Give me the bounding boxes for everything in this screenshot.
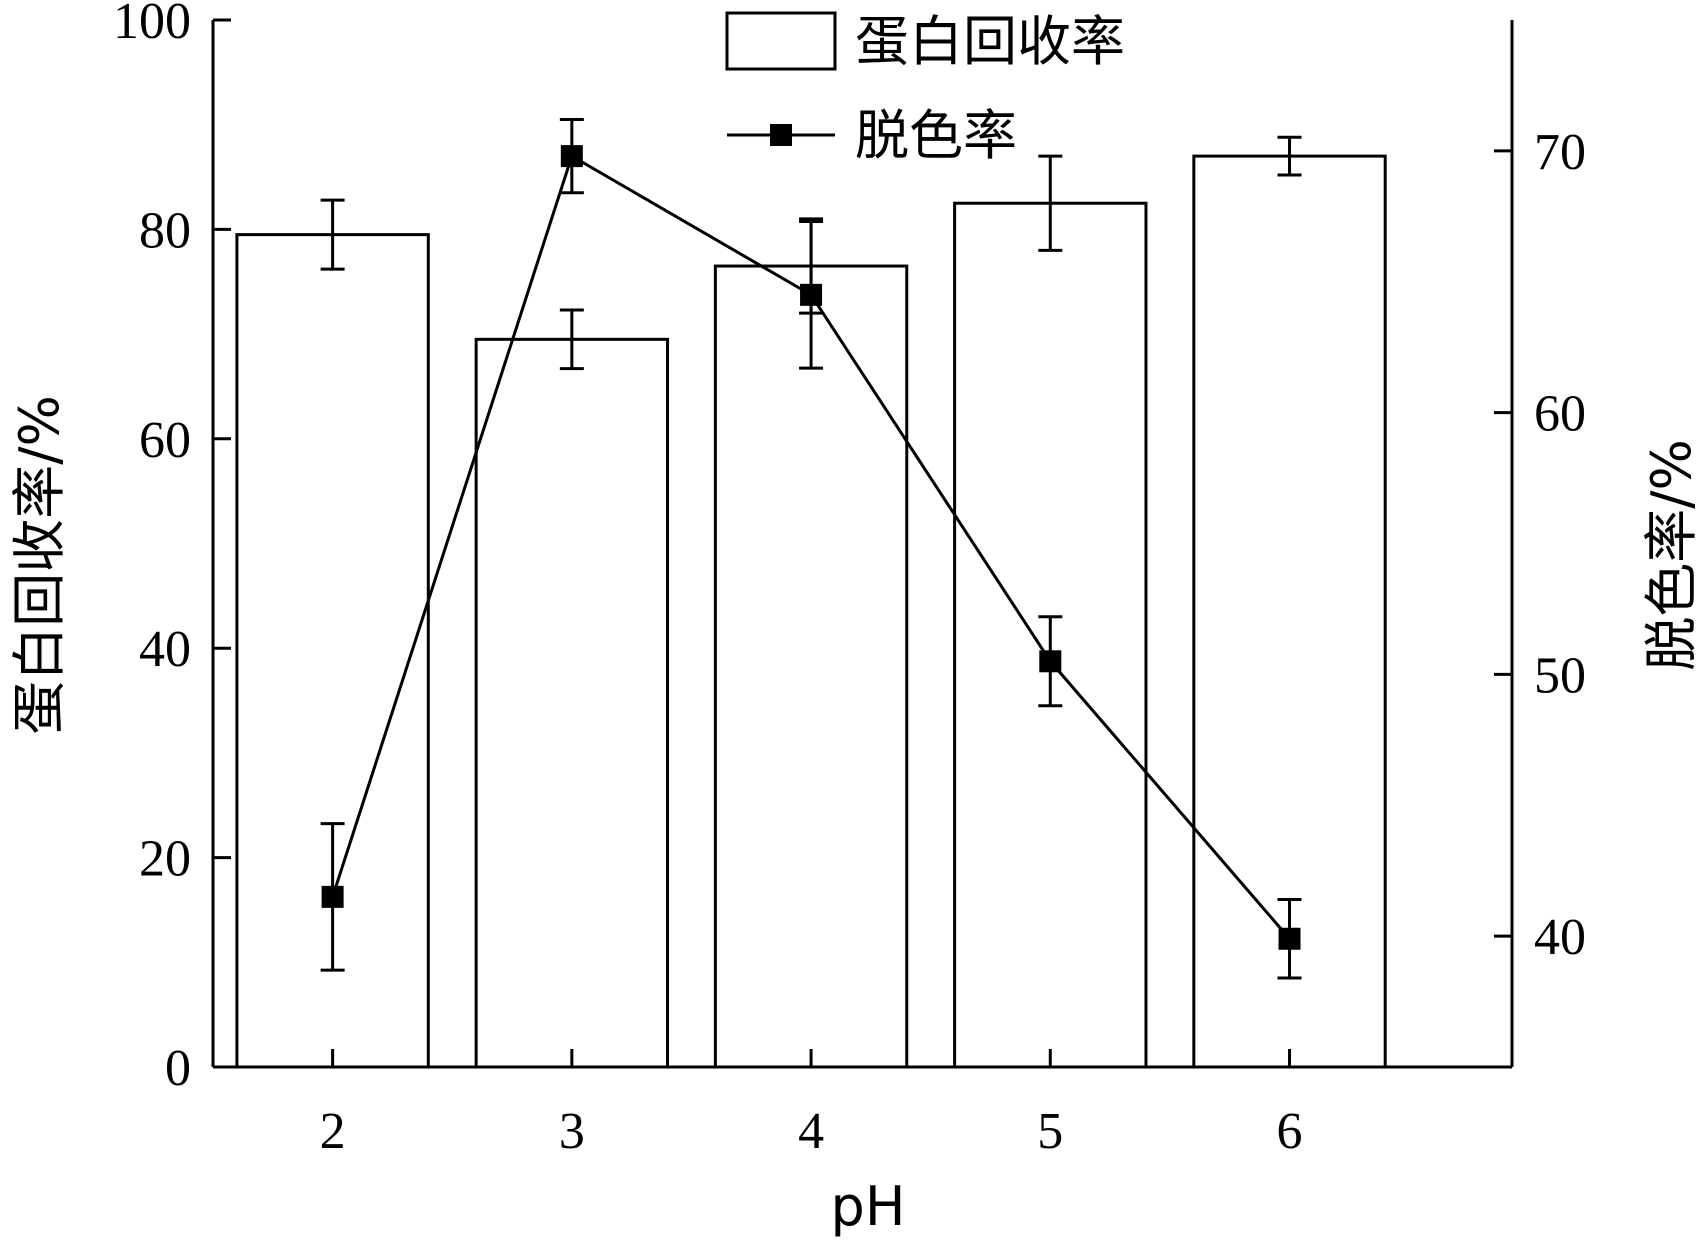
legend-bar-label: 蛋白回收率 [855, 10, 1125, 73]
right-axis-tick-label: 50 [1534, 647, 1586, 704]
left-axis-tick-label: 40 [139, 621, 191, 678]
x-axis-tick-label: 5 [1037, 1103, 1063, 1160]
left-axis-title: 蛋白回收率/% [8, 395, 71, 735]
x-axis-tick-label: 4 [798, 1103, 824, 1160]
legend-bar-swatch [725, 11, 837, 71]
line-point [1039, 650, 1062, 673]
left-axis-tick-label: 100 [113, 0, 191, 50]
x-axis-tick-label: 2 [320, 1103, 346, 1160]
right-axis-title: 脱色率/% [1640, 439, 1703, 671]
left-axis-tick-label: 60 [139, 412, 191, 469]
left-axis-tick-label: 0 [165, 1040, 191, 1097]
legend-line-label: 脱色率 [855, 104, 1017, 167]
line-series [320, 117, 1302, 980]
right-axis-tick-label: 60 [1534, 386, 1586, 443]
line-point [800, 283, 823, 306]
left-axis-tick-label: 80 [139, 202, 191, 259]
x-axis: 2 3 4 5 6 [320, 1049, 1303, 1160]
line-point [1278, 927, 1301, 950]
legend-line-marker [770, 124, 792, 146]
x-axis-tick-label: 6 [1277, 1103, 1303, 1160]
line-point [560, 145, 583, 168]
left-axis: 0 20 40 60 80 100 [113, 0, 231, 1097]
line-point [321, 885, 344, 908]
right-axis-tick-label: 70 [1534, 124, 1586, 181]
x-axis-tick-label: 3 [559, 1103, 585, 1160]
right-axis: 40 50 60 70 [1494, 124, 1586, 966]
left-axis-tick-label: 20 [139, 831, 191, 888]
bar [713, 264, 909, 1069]
right-axis-tick-label: 40 [1534, 909, 1586, 966]
x-axis-title: pH [831, 1175, 906, 1238]
bar [474, 337, 670, 1069]
